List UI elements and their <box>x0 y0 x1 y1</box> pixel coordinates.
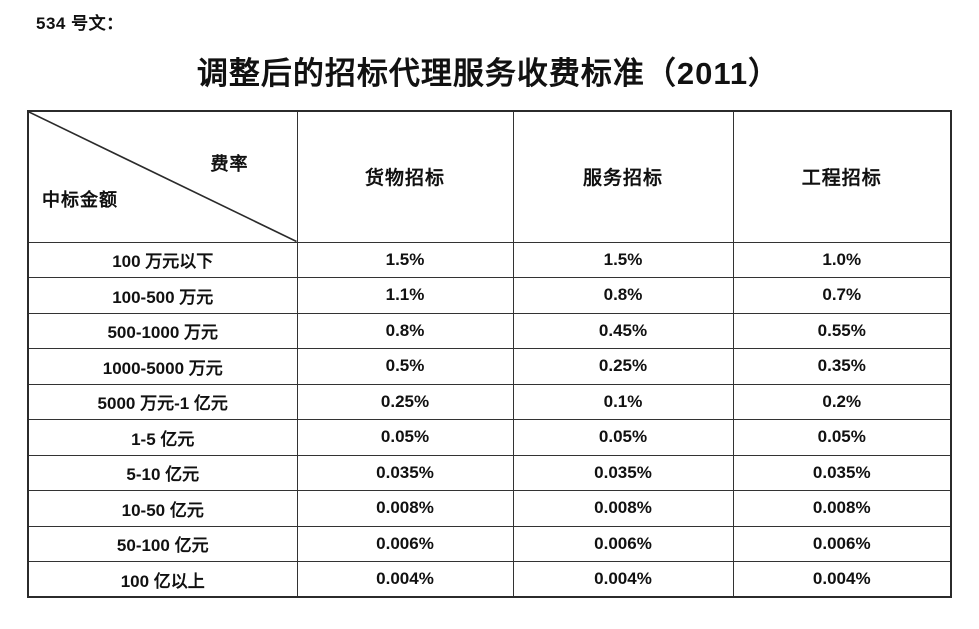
row-label: 1000-5000 万元 <box>27 348 298 385</box>
rate-value-cell: 0.1% <box>512 383 734 420</box>
rate-value-cell: 0.35% <box>732 348 952 385</box>
rate-value-cell: 0.7% <box>732 277 952 314</box>
table-row: 5000 万元-1 亿元 0.25% 0.1% 0.2% <box>27 383 952 420</box>
table-row: 100 万元以下 1.5% 1.5% 1.0% <box>27 241 952 278</box>
rate-value-cell: 0.008% <box>732 490 952 527</box>
rate-value-cell: 0.006% <box>512 525 734 562</box>
rate-value-cell: 0.008% <box>296 490 514 527</box>
table-row: 500-1000 万元 0.8% 0.45% 0.55% <box>27 312 952 349</box>
corner-label-bid-amount: 中标金额 <box>42 190 118 210</box>
row-label: 500-1000 万元 <box>27 312 298 349</box>
rate-value-cell: 0.8% <box>512 277 734 314</box>
corner-label-rate: 费率 <box>210 154 249 174</box>
table-row: 5-10 亿元 0.035% 0.035% 0.035% <box>27 454 952 491</box>
rate-value-cell: 0.006% <box>732 525 952 562</box>
column-header-goods-bidding: 货物招标 <box>296 110 514 243</box>
rate-value-cell: 0.05% <box>732 419 952 456</box>
rate-value-cell: 0.008% <box>512 490 734 527</box>
rate-value-cell: 0.25% <box>296 383 514 420</box>
page-title: 调整后的招标代理服务收费标准（2011） <box>196 56 781 91</box>
row-label: 100 万元以下 <box>27 241 298 278</box>
rate-value-cell: 0.45% <box>512 312 734 349</box>
rate-value-cell: 1.1% <box>296 277 514 314</box>
rate-value-cell: 0.2% <box>732 383 952 420</box>
table-row: 10-50 亿元 0.008% 0.008% 0.008% <box>27 490 952 527</box>
rate-value-cell: 0.05% <box>296 419 514 456</box>
rate-value-cell: 0.004% <box>512 561 734 598</box>
rate-value-cell: 0.035% <box>296 454 514 491</box>
rate-value-cell: 0.8% <box>296 312 514 349</box>
column-header-engineering-bidding: 工程招标 <box>732 110 952 243</box>
table-row: 1-5 亿元 0.05% 0.05% 0.05% <box>27 419 952 456</box>
corner-header-cell: 费率 中标金额 <box>27 110 298 243</box>
rate-value-cell: 1.5% <box>512 241 734 278</box>
rate-value-cell: 0.55% <box>732 312 952 349</box>
row-label: 5000 万元-1 亿元 <box>27 383 298 420</box>
table-row: 50-100 亿元 0.006% 0.006% 0.006% <box>27 525 952 562</box>
doc-number: 534 号文： <box>36 14 124 33</box>
rate-value-cell: 0.5% <box>296 348 514 385</box>
rate-value-cell: 0.05% <box>512 419 734 456</box>
table-row: 1000-5000 万元 0.5% 0.25% 0.35% <box>27 348 952 385</box>
table-body: 100 万元以下 1.5% 1.5% 1.0% 100-500 万元 1.1% 0.8% 0.… <box>27 241 952 598</box>
row-label: 10-50 亿元 <box>27 490 298 527</box>
table-row: 100 亿以上 0.004% 0.004% 0.004% <box>27 561 952 598</box>
row-label: 5-10 亿元 <box>27 454 298 491</box>
table-header-row: 费率 中标金额 货物招标 服务招标 工程招标 <box>27 110 952 243</box>
rate-value-cell: 0.004% <box>732 561 952 598</box>
table-row: 100-500 万元 1.1% 0.8% 0.7% <box>27 277 952 314</box>
rate-value-cell: 0.035% <box>512 454 734 491</box>
rate-value-cell: 1.5% <box>296 241 514 278</box>
rate-value-cell: 1.0% <box>732 241 952 278</box>
rate-value-cell: 0.004% <box>296 561 514 598</box>
rate-value-cell: 0.035% <box>732 454 952 491</box>
fee-rate-table: 费率 中标金额 货物招标 服务招标 工程招标 100 万元以下 1.5% 1.5% 1… <box>27 110 952 598</box>
rate-value-cell: 0.25% <box>512 348 734 385</box>
row-label: 100-500 万元 <box>27 277 298 314</box>
row-label: 100 亿以上 <box>27 561 298 598</box>
diagonal-divider-line <box>29 112 297 242</box>
rate-value-cell: 0.006% <box>296 525 514 562</box>
row-label: 1-5 亿元 <box>27 419 298 456</box>
row-label: 50-100 亿元 <box>27 525 298 562</box>
column-header-service-bidding: 服务招标 <box>512 110 734 243</box>
